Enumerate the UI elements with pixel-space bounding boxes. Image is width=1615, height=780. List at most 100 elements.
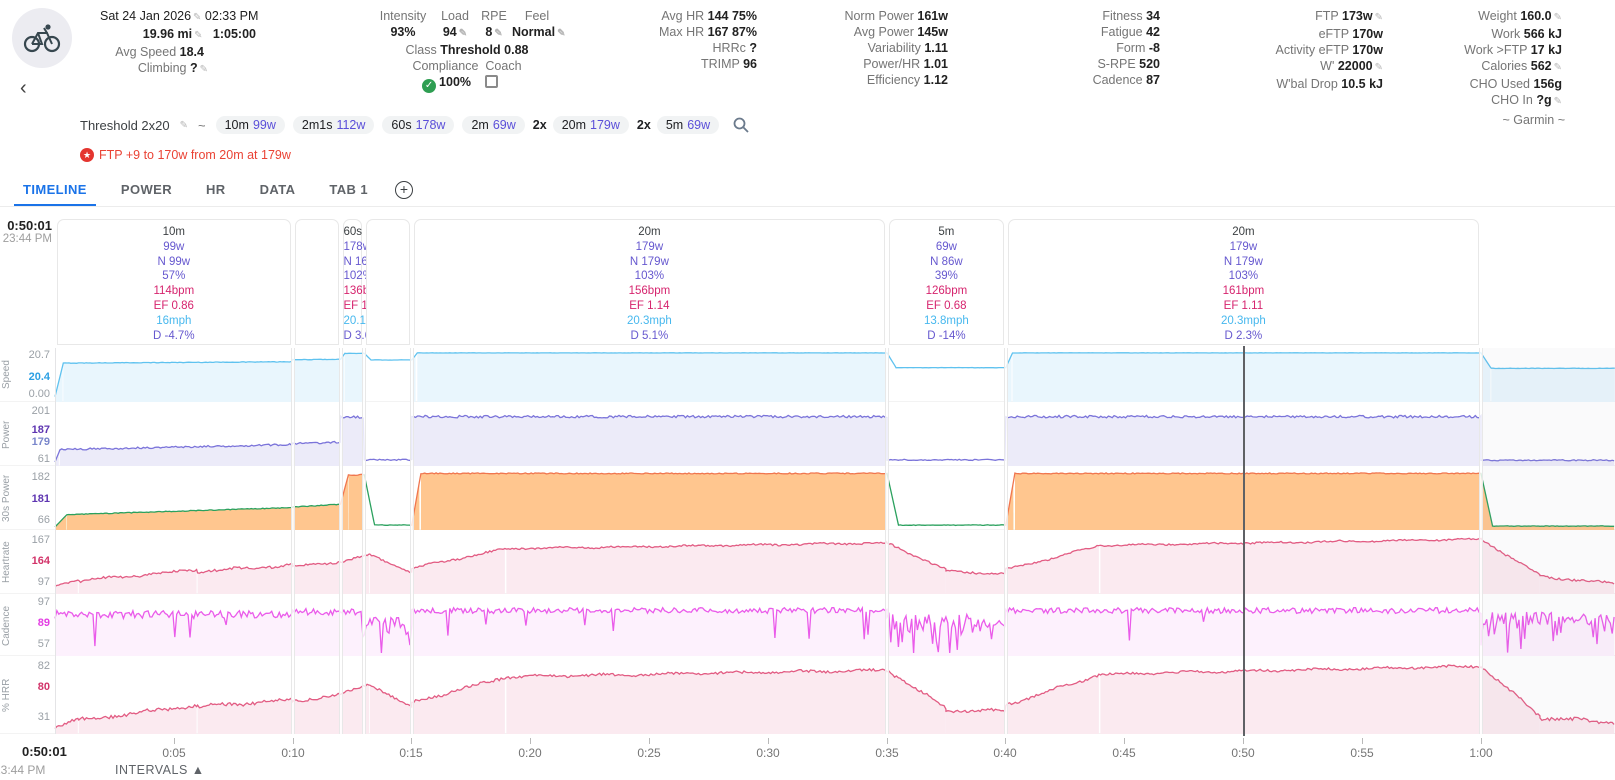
interval-chip-2m[interactable]: 2m 69w bbox=[462, 116, 525, 134]
activity-distance: 19.96 mi bbox=[142, 27, 193, 41]
chart-row-heartrate[interactable]: Heartrate 167 164 97 bbox=[0, 532, 1615, 594]
alert-text: FTP +9 to 170w from 20m at 179w bbox=[99, 148, 291, 162]
load-header-rpe: RPE bbox=[481, 9, 507, 23]
tab-tab-1[interactable]: TAB 1 bbox=[329, 181, 368, 197]
edit-icon[interactable]: ✎ bbox=[1553, 96, 1562, 107]
intervals-panel-toggle[interactable]: INTERVALS ▲ bbox=[115, 763, 205, 777]
axis-value: 20.7 bbox=[28, 349, 50, 361]
x-tick-label: 0:40 bbox=[993, 746, 1017, 760]
interval-chips: 10m 99w 2m1s 112w 60s 178w 2m 69w 2x 20m 179w 2x 5m 6… bbox=[215, 116, 720, 134]
compliance-check-icon: ✓ bbox=[422, 79, 437, 93]
edit-date-icon[interactable]: ✎ bbox=[193, 12, 202, 23]
interval-card-10m[interactable]: 10m 99w N 99w 57% 114bpm EF 0.86 16mph D -4.7% bbox=[57, 219, 291, 345]
stat-s-rpe: S-RPE 520 bbox=[1097, 57, 1160, 71]
x-tick-label: 0:05 bbox=[162, 746, 186, 760]
chip-rep-count: 2x bbox=[636, 118, 651, 132]
edit-icon[interactable]: ✎ bbox=[1553, 12, 1562, 23]
interval-chip-5m[interactable]: 5m 69w bbox=[656, 116, 720, 134]
axis-value: 82 bbox=[37, 660, 50, 672]
chart-row--hrr[interactable]: % HRR 82 80 31 bbox=[0, 658, 1615, 734]
axis-value: 57 bbox=[37, 638, 50, 650]
axis-value: 61 bbox=[37, 453, 50, 465]
cooldown-region bbox=[1483, 348, 1615, 734]
alert-star-icon: ★ bbox=[80, 148, 94, 162]
x-tick-label: 0:15 bbox=[399, 746, 423, 760]
data-source-label: ~ Garmin ~ bbox=[1502, 113, 1565, 127]
edit-icon[interactable]: ✎ bbox=[557, 28, 566, 39]
bicycle-icon bbox=[23, 24, 61, 53]
activity-start-time: 02:33 PM bbox=[204, 9, 259, 23]
caret-up-icon: ▲ bbox=[191, 763, 205, 777]
axis-value: 0.00 bbox=[28, 388, 50, 400]
interval-boundary bbox=[290, 348, 295, 734]
edit-icon[interactable]: ✎ bbox=[1553, 62, 1562, 73]
compliance-label: Compliance bbox=[412, 59, 479, 73]
interval-boundary bbox=[885, 348, 889, 734]
edit-icon[interactable]: ✎ bbox=[458, 28, 468, 39]
chart-row-power[interactable]: Power 201 187 179 61 bbox=[0, 404, 1615, 466]
interval-chip-60s[interactable]: 60s 178w bbox=[382, 116, 455, 134]
interval-boundary bbox=[1003, 348, 1008, 734]
x-tick-label: 0:45 bbox=[1112, 746, 1136, 760]
edit-workout-title-icon[interactable]: ✎ bbox=[179, 119, 189, 131]
stat-work-ftp: Work >FTP 17 kJ bbox=[1464, 43, 1562, 57]
load-headers: Intensity Load RPE Feel bbox=[372, 8, 562, 24]
header-col-body: Weight 160.0 ✎ Work 566 kJ Work >FTP 17 kJ C… bbox=[1362, 8, 1562, 110]
edit-climbing-icon[interactable]: ✎ bbox=[199, 64, 208, 75]
stat-power-hr: Power/HR 1.01 bbox=[863, 57, 948, 71]
cursor-time-top: 0:50:01 23:44 PM bbox=[2, 218, 52, 245]
stat-norm-power: Norm Power 161w bbox=[844, 9, 948, 23]
interval-card-20m[interactable]: 20m 179w N 179w 103% 161bpm EF 1.11 20.3mph D 2… bbox=[1007, 219, 1479, 345]
x-tick bbox=[174, 738, 175, 744]
edit-icon[interactable]: ✎ bbox=[1374, 62, 1383, 73]
x-tick-label: 0:30 bbox=[756, 746, 780, 760]
header-col-hr: Avg HR 144 75% Max HR 167 87% HRRc ? TRIMP … bbox=[557, 8, 757, 72]
interval-card-rest[interactable] bbox=[294, 219, 339, 345]
tab-hr[interactable]: HR bbox=[206, 181, 226, 197]
speed-series bbox=[54, 352, 1615, 402]
chart-cursor-line bbox=[1243, 346, 1245, 736]
tab-power[interactable]: POWER bbox=[120, 181, 172, 197]
header-col-fitness: Fitness 34 Fatigue 42 Form -8 S-RPE 520 Cade… bbox=[960, 8, 1160, 88]
stat-hrrc: HRRc ? bbox=[712, 41, 757, 55]
chart-row-cadence[interactable]: Cadence 97 89 57 bbox=[0, 596, 1615, 656]
interval-chip-2m1s[interactable]: 2m1s 112w bbox=[292, 116, 375, 134]
x-tick bbox=[649, 738, 650, 744]
interval-card-20m[interactable]: 20m 179w N 179w 103% 156bpm EF 1.14 20.3mph D 5… bbox=[413, 219, 885, 345]
interval-chip-10m[interactable]: 10m 99w bbox=[215, 116, 285, 134]
edit-distance-icon[interactable]: ✎ bbox=[194, 30, 203, 41]
x-tick-label: 1:00 bbox=[1469, 746, 1493, 760]
add-tab-button[interactable]: + bbox=[394, 181, 413, 199]
avg-speed-label: Avg Speed bbox=[115, 45, 177, 59]
interval-card-rest[interactable] bbox=[366, 219, 410, 345]
load-value-load: 94 ✎ bbox=[442, 25, 468, 39]
chart-row-30s-power[interactable]: 30s Power 182 181 66 bbox=[0, 468, 1615, 530]
axis-value: 201 bbox=[31, 405, 50, 417]
ftp-alert[interactable]: ★ FTP +9 to 170w from 20m at 179w bbox=[80, 148, 291, 162]
interval-chip-20m[interactable]: 20m 179w bbox=[552, 116, 629, 134]
activity-duration: 1:05:00 bbox=[212, 27, 256, 41]
interval-boundary bbox=[362, 348, 367, 734]
cursor-clock-bottom: 23:44 PM bbox=[0, 763, 46, 777]
interval-card-5m[interactable]: 5m 69w N 86w 39% 126bpm EF 0.68 13.8mph D -14% bbox=[889, 219, 1004, 345]
stat-trimp: TRIMP 96 bbox=[700, 57, 757, 71]
load-header-feel: Feel bbox=[524, 9, 550, 23]
tab-timeline[interactable]: TIMELINE bbox=[6, 174, 104, 207]
tab-data[interactable]: DATA bbox=[259, 181, 296, 197]
chip-rep-count: 2x bbox=[532, 118, 547, 132]
stat-work: Work 566 kJ bbox=[1491, 27, 1562, 41]
activity-type-avatar[interactable] bbox=[12, 8, 72, 68]
timeline-chart[interactable]: 0:50:01 23:44 PM 10m 99w N 99w 57% 114bpm EF 0.… bbox=[0, 216, 1615, 780]
stat-ftp: FTP 173w ✎ bbox=[1315, 9, 1383, 23]
chart-row-speed[interactable]: Speed 20.7 20.4 0.00 bbox=[0, 348, 1615, 402]
back-chevron-icon[interactable]: ‹ bbox=[20, 77, 27, 99]
edit-icon[interactable]: ✎ bbox=[494, 28, 503, 39]
stat-variability: Variability 1.11 bbox=[867, 41, 948, 55]
axis-value: 80 bbox=[37, 681, 50, 693]
search-icon[interactable] bbox=[733, 117, 749, 133]
edit-icon[interactable]: ✎ bbox=[1374, 12, 1383, 23]
x-tick-label: 0:50 bbox=[1231, 746, 1255, 760]
coach-checkbox[interactable] bbox=[484, 75, 498, 88]
